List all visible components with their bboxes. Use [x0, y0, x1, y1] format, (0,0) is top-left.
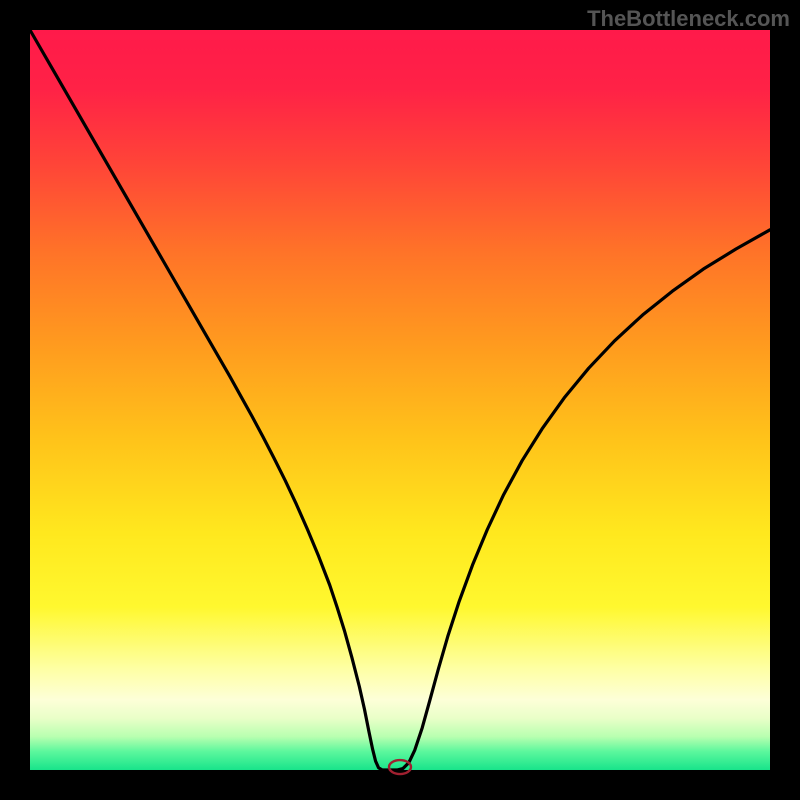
watermark-text: TheBottleneck.com [587, 6, 790, 32]
plot-background [30, 30, 770, 770]
bottleneck-chart [0, 0, 800, 800]
chart-container: TheBottleneck.com [0, 0, 800, 800]
